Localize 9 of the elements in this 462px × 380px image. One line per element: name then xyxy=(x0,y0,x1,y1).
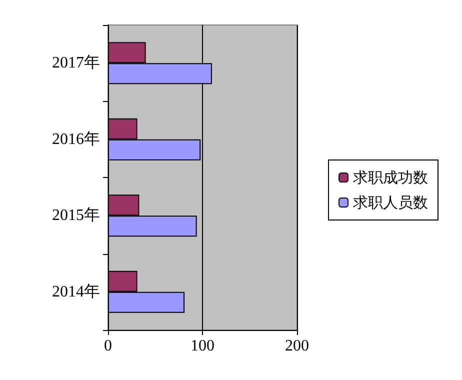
y-tick-label: 2014年 xyxy=(52,283,100,300)
y-tick-label: 2015年 xyxy=(52,207,100,224)
y-tick-label: 2016年 xyxy=(52,130,100,148)
x-tick-label: 0 xyxy=(104,338,112,354)
x-tick-label: 100 xyxy=(190,338,214,354)
legend-label: 求职成功数 xyxy=(353,168,428,186)
legend-label: 求职人员数 xyxy=(353,194,428,212)
y-tick-label: 2017年 xyxy=(52,54,100,72)
x-tick-label: 200 xyxy=(285,338,309,354)
